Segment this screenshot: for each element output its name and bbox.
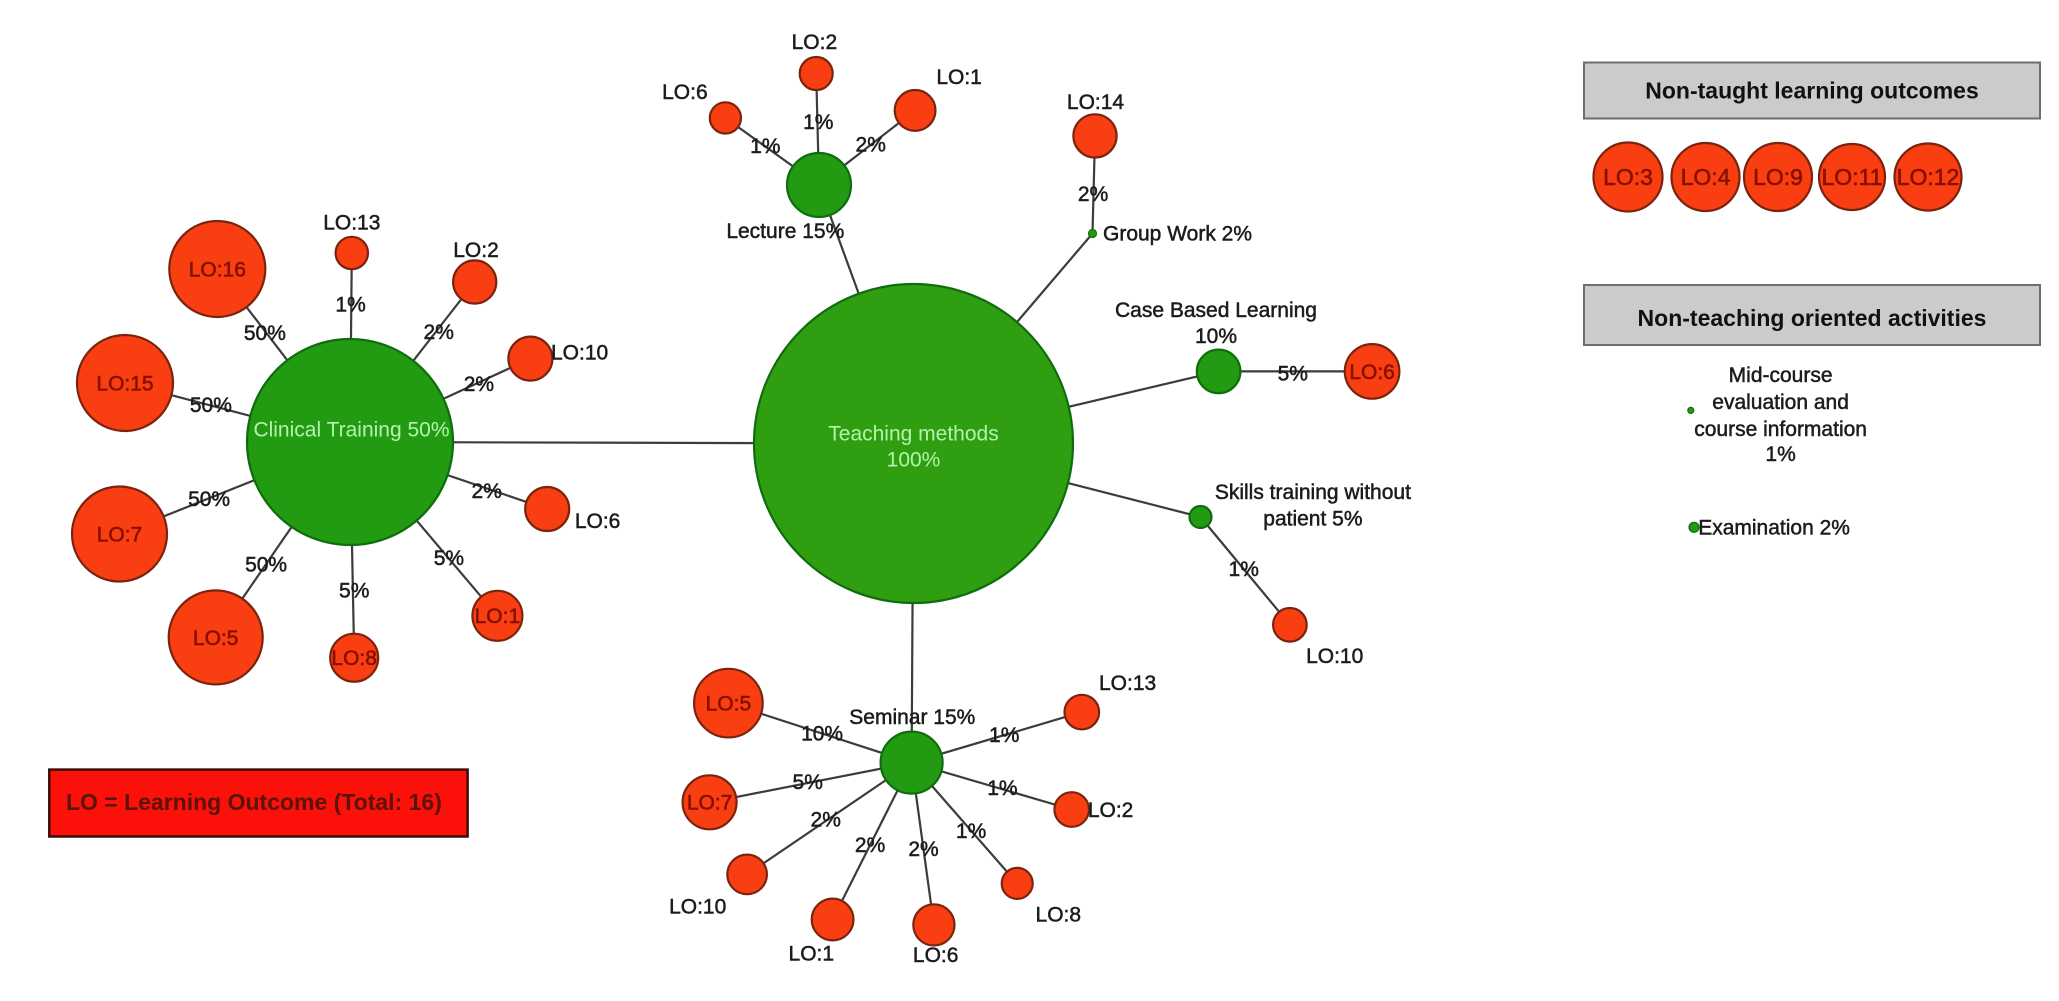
svg-text:LO:2: LO:2 bbox=[792, 31, 838, 54]
svg-text:1%: 1% bbox=[956, 820, 986, 843]
svg-text:1%: 1% bbox=[987, 777, 1017, 800]
svg-text:100%: 100% bbox=[887, 449, 941, 472]
svg-text:1%: 1% bbox=[803, 111, 833, 134]
svg-text:50%: 50% bbox=[188, 488, 230, 511]
svg-text:Seminar 15%: Seminar 15% bbox=[849, 706, 975, 729]
svg-text:LO:13: LO:13 bbox=[323, 211, 380, 234]
svg-text:LO:13: LO:13 bbox=[1099, 672, 1156, 695]
svg-text:Non-taught learning outcomes: Non-taught learning outcomes bbox=[1645, 78, 1979, 104]
svg-text:LO = Learning Outcome (Total:: LO = Learning Outcome (Total: 16) bbox=[66, 789, 442, 815]
svg-text:evaluation and: evaluation and bbox=[1712, 391, 1849, 414]
svg-text:Case Based Learning: Case Based Learning bbox=[1115, 299, 1317, 322]
svg-text:2%: 2% bbox=[908, 838, 938, 861]
svg-text:LO:6: LO:6 bbox=[662, 81, 708, 104]
svg-text:LO:10: LO:10 bbox=[551, 341, 608, 364]
svg-text:Lecture 15%: Lecture 15% bbox=[726, 220, 844, 243]
svg-text:LO:9: LO:9 bbox=[1753, 164, 1803, 190]
svg-text:2%: 2% bbox=[472, 480, 502, 503]
svg-text:2%: 2% bbox=[1078, 183, 1108, 206]
svg-text:LO:6: LO:6 bbox=[1349, 361, 1395, 384]
svg-text:50%: 50% bbox=[245, 554, 287, 577]
svg-text:Teaching methods: Teaching methods bbox=[828, 423, 998, 446]
svg-text:LO:4: LO:4 bbox=[1681, 164, 1731, 190]
svg-text:1%: 1% bbox=[1765, 443, 1795, 466]
svg-text:LO:5: LO:5 bbox=[193, 627, 239, 650]
svg-text:Group Work 2%: Group Work 2% bbox=[1103, 223, 1252, 246]
svg-text:2%: 2% bbox=[856, 134, 886, 157]
svg-text:LO:8: LO:8 bbox=[1036, 904, 1082, 927]
svg-text:Clinical Training 50%: Clinical Training 50% bbox=[253, 419, 449, 442]
svg-text:patient 5%: patient 5% bbox=[1263, 508, 1362, 531]
svg-text:2%: 2% bbox=[424, 321, 454, 344]
svg-text:LO:3: LO:3 bbox=[1603, 164, 1653, 190]
svg-text:Skills training without: Skills training without bbox=[1215, 481, 1411, 504]
svg-text:10%: 10% bbox=[801, 722, 843, 745]
svg-text:5%: 5% bbox=[793, 771, 823, 794]
svg-text:LO:2: LO:2 bbox=[453, 239, 499, 262]
svg-text:LO:2: LO:2 bbox=[1088, 799, 1134, 822]
svg-text:10%: 10% bbox=[1195, 325, 1237, 348]
svg-text:5%: 5% bbox=[434, 547, 464, 570]
svg-text:Examination 2%: Examination 2% bbox=[1698, 517, 1850, 540]
svg-text:LO:14: LO:14 bbox=[1067, 91, 1125, 114]
svg-text:LO:10: LO:10 bbox=[669, 896, 726, 919]
svg-text:Mid-course: Mid-course bbox=[1729, 364, 1833, 387]
svg-text:LO:10: LO:10 bbox=[1306, 645, 1363, 668]
svg-text:1%: 1% bbox=[750, 135, 780, 158]
svg-text:LO:1: LO:1 bbox=[475, 605, 521, 628]
svg-text:2%: 2% bbox=[855, 834, 885, 857]
svg-text:LO:12: LO:12 bbox=[1897, 164, 1960, 190]
svg-text:LO:16: LO:16 bbox=[189, 258, 246, 281]
svg-text:5%: 5% bbox=[339, 580, 369, 603]
svg-text:2%: 2% bbox=[464, 373, 494, 396]
svg-text:LO:15: LO:15 bbox=[96, 372, 153, 395]
svg-text:LO:5: LO:5 bbox=[706, 693, 752, 716]
svg-text:1%: 1% bbox=[989, 724, 1019, 747]
svg-text:1%: 1% bbox=[335, 294, 365, 317]
svg-text:1%: 1% bbox=[1229, 558, 1259, 581]
svg-text:50%: 50% bbox=[244, 322, 286, 345]
svg-text:Non-teaching oriented activiti: Non-teaching oriented activities bbox=[1638, 305, 1987, 331]
svg-text:LO:6: LO:6 bbox=[913, 944, 959, 967]
svg-text:course information: course information bbox=[1694, 418, 1867, 441]
svg-text:LO:7: LO:7 bbox=[687, 792, 733, 815]
svg-text:LO:11: LO:11 bbox=[1822, 164, 1883, 190]
svg-text:LO:8: LO:8 bbox=[331, 647, 377, 670]
svg-text:LO:7: LO:7 bbox=[97, 523, 143, 546]
svg-text:2%: 2% bbox=[811, 809, 841, 832]
svg-text:LO:6: LO:6 bbox=[575, 510, 621, 533]
svg-text:LO:1: LO:1 bbox=[936, 66, 982, 89]
svg-text:5%: 5% bbox=[1278, 363, 1308, 386]
svg-text:50%: 50% bbox=[190, 394, 232, 417]
svg-text:LO:1: LO:1 bbox=[789, 942, 835, 965]
